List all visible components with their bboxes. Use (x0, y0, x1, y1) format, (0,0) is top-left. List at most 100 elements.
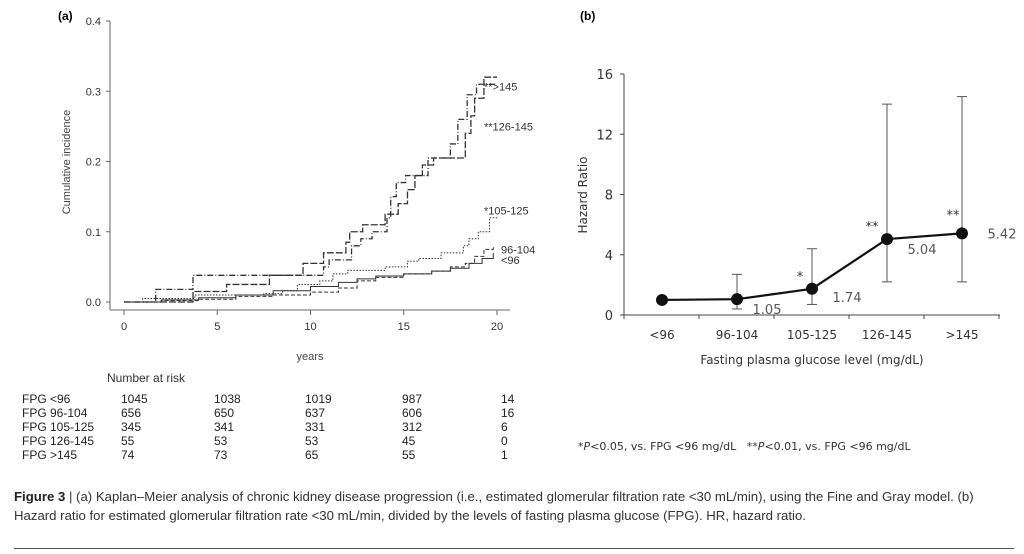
risk-cell: 987 (402, 392, 423, 406)
x-tick-label: 20 (491, 321, 503, 333)
value-label: 1.74 (833, 291, 862, 306)
y-tick-label: 0.0 (86, 297, 101, 309)
risk-cell: 331 (305, 420, 326, 434)
risk-cell: 1 (501, 448, 508, 462)
x-tick-label: 0 (121, 321, 127, 333)
y-tick-label: 12 (596, 128, 613, 143)
risk-row: FPG 126-145 55 53 53 45 0 (22, 434, 542, 448)
risk-cell: 656 (121, 406, 142, 420)
panel-a-series: **>145 **126-145 *105-125 96-104<96 (124, 76, 535, 303)
y-tick-label: 0.4 (86, 16, 101, 28)
risk-cell: 55 (121, 434, 135, 448)
y-tick-label: 0 (605, 309, 613, 324)
panel-b-ylabel: Hazard Ratio (576, 157, 590, 234)
panel-a-xlabel: years (297, 351, 324, 363)
curve-145 (124, 83, 497, 303)
risk-cell: 606 (402, 406, 423, 420)
risk-cell: 6 (501, 420, 508, 434)
footnote-text1: <0.05, vs. FPG <96 mg/dL (590, 440, 737, 453)
x-tick-label: >145 (946, 328, 979, 342)
risk-table-title: Number at risk (107, 371, 186, 385)
risk-cell: 53 (305, 434, 319, 448)
risk-cell: 650 (214, 406, 235, 420)
x-tick-label: 15 (398, 321, 410, 333)
footnote-text2: <0.01, vs. FPG <96 mg/dL (764, 440, 911, 453)
footnote-p2: P (757, 440, 765, 453)
series-label: **126-145 (484, 121, 533, 133)
x-tick-label: 5 (214, 321, 220, 333)
y-tick-label: 4 (605, 249, 613, 264)
risk-row-label: FPG 96-104 (22, 406, 88, 420)
footnote: *P<0.05, vs. FPG <96 mg/dL **P<0.01, vs.… (578, 440, 911, 453)
risk-cell: 53 (214, 434, 228, 448)
risk-cell: 1019 (305, 392, 332, 406)
hr-point (806, 282, 818, 295)
panel-b-xlabel: Fasting plasma glucose level (mg/dL) (700, 353, 923, 367)
curve-126145 (124, 76, 497, 303)
risk-row: FPG 96-104 656 650 637 606 16 (22, 406, 542, 420)
risk-cell: 1045 (121, 392, 148, 406)
value-label: 5.42 (988, 227, 1017, 242)
x-tick-label: 126-145 (862, 328, 912, 342)
significance-marker: * (797, 270, 804, 285)
risk-row-label: FPG <96 (22, 392, 71, 406)
y-tick-label: 0.2 (86, 157, 101, 169)
bottom-rule (14, 548, 1014, 549)
value-label: 1.05 (753, 303, 782, 318)
risk-cell: 637 (305, 406, 326, 420)
x-tick-label: <96 (649, 328, 674, 342)
curve-96104 (124, 247, 494, 303)
y-tick-label: 0.1 (86, 227, 101, 239)
risk-row-label: FPG 105-125 (22, 420, 95, 434)
curve-96 (124, 252, 494, 303)
risk-cell: 45 (402, 434, 416, 448)
risk-row: FPG <96 1045 1038 1019 987 14 (22, 392, 542, 406)
risk-cell: 74 (121, 448, 135, 462)
significance-marker: ** (947, 208, 961, 223)
risk-cell: 16 (501, 406, 515, 420)
risk-row: FPG >145 74 73 65 55 1 (22, 448, 542, 462)
x-tick-label: 105-125 (787, 328, 837, 342)
risk-row-label: FPG 126-145 (22, 434, 95, 448)
x-tick-label: 96-104 (716, 328, 759, 342)
risk-cell: 345 (121, 420, 142, 434)
series-label: <96 (501, 255, 520, 267)
risk-cell: 65 (305, 448, 319, 462)
footnote-sym2: ** (746, 440, 758, 453)
risk-row-label: FPG >145 (22, 448, 78, 462)
curve-105125 (124, 217, 497, 303)
series-label: **>145 (484, 81, 517, 93)
series-label: *105-125 (484, 206, 529, 218)
y-tick-label: 8 (605, 189, 613, 204)
figure-canvas: (a) 0.0 0.1 0.2 0.3 0.4 0 5 10 15 20 Cumulative i… (58, 9, 1017, 367)
panel-b-axes: 0 4 8 12 16 <96 96-104 105-125 126-145 >145 (596, 68, 1000, 342)
hr-point (731, 293, 743, 306)
risk-cell: 1038 (214, 392, 241, 406)
series-label: 96-104 (501, 244, 535, 256)
hr-point (956, 227, 968, 240)
footnote-p1: P (583, 440, 591, 453)
risk-cell: 73 (214, 448, 228, 462)
panel-a-axes: 0.0 0.1 0.2 0.3 0.4 0 5 10 15 20 (86, 16, 510, 333)
risk-row: FPG 105-125 345 341 331 312 6 (22, 420, 542, 434)
hr-point (881, 233, 893, 246)
caption-label: Figure 3 (14, 489, 66, 504)
panel-b-marks: 1.05 1.74 * 5.04 ** 5.42 ** (656, 96, 1017, 318)
risk-cell: 55 (402, 448, 416, 462)
panel-a-ylabel: Cumulative incidence (61, 110, 73, 215)
value-label: 5.04 (908, 243, 937, 258)
y-tick-label: 0.3 (86, 86, 101, 98)
significance-marker: ** (866, 220, 880, 235)
panel-b-label: (b) (580, 9, 595, 23)
risk-cell: 312 (402, 420, 423, 434)
x-tick-label: 10 (304, 321, 316, 333)
risk-cell: 14 (501, 392, 515, 406)
figure-caption: Figure 3 | (a) Kaplan–Meier analysis of … (14, 487, 1014, 525)
risk-cell: 341 (214, 420, 235, 434)
footnote-sym1: * (578, 440, 584, 453)
panel-a-label: (a) (58, 9, 73, 23)
hr-point (656, 293, 668, 306)
y-tick-label: 16 (596, 68, 613, 83)
risk-cell: 0 (501, 434, 508, 448)
caption-text: | (a) Kaplan–Meier analysis of chronic k… (14, 489, 974, 523)
